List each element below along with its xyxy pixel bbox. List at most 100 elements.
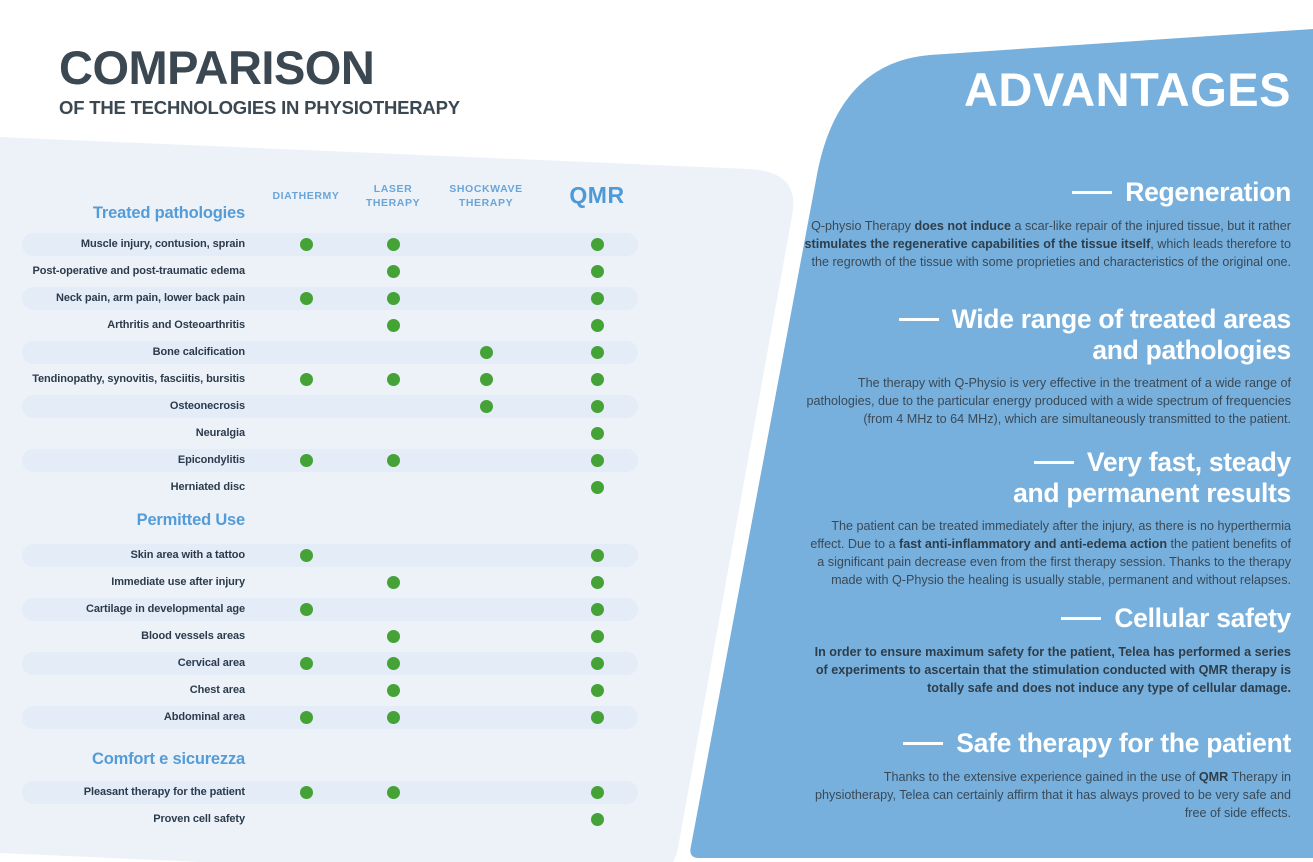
row-label: Post-operative and post-traumatic edema: [32, 265, 246, 277]
advantage-heading-text: Very fast, steady: [1086, 447, 1291, 477]
advantage-heading: Safe therapy for the patient: [803, 728, 1291, 759]
check-dot: [299, 549, 313, 562]
advantage-paragraph: In order to ensure maximum safety for th…: [803, 643, 1291, 697]
row-label: Bone calcification: [152, 346, 245, 358]
advantage-section: Safe therapy for the patient Thanks to th…: [803, 728, 1291, 822]
check-dot: [386, 373, 400, 386]
check-dot: [590, 427, 604, 440]
heading-dash: [1033, 461, 1074, 464]
check-dot: [590, 684, 604, 697]
advantage-heading-text: Cellular safety: [1114, 603, 1291, 633]
table-row: Arthritis and Osteoarthritis: [0, 314, 660, 337]
advantage-paragraph: The patient can be treated immediately a…: [803, 517, 1291, 589]
column-header-label: LASER: [373, 182, 413, 195]
table-row: Immediate use after injury: [0, 571, 660, 594]
advantage-heading-text: Wide range of treated areas: [951, 304, 1292, 334]
check-dot: [590, 346, 604, 359]
table-row: Epicondylitis: [0, 449, 660, 472]
advantage-section: Wide range of treated areas and pathologi…: [803, 304, 1292, 428]
row-label: Herniated disc: [170, 481, 246, 493]
check-dot: [590, 481, 604, 494]
check-dot: [590, 576, 604, 589]
table-row: Proven cell safety: [0, 808, 660, 831]
row-band: [22, 598, 638, 621]
table-row: Neck pain, arm pain, lower back pain: [0, 287, 660, 310]
row-label: Pleasant therapy for the patient: [83, 786, 245, 798]
advantage-heading-text: Regeneration: [1125, 177, 1291, 207]
check-dot: [479, 346, 493, 359]
column-header-label: DIATHERMY: [272, 189, 340, 202]
row-label: Immediate use after injury: [111, 576, 245, 588]
column-header: QMR: [535, 178, 659, 214]
advantage-section: Cellular safety In order to ensure maximu…: [803, 603, 1292, 697]
table-row: Tendinopathy, synovitis, fasciitis, burs…: [0, 368, 660, 391]
table-row: Neuralgia: [0, 422, 660, 445]
row-band: [22, 706, 638, 729]
page-subtitle: OF THE TECHNOLOGIES IN PHYSIOTHERAPY: [59, 96, 460, 118]
check-dot: [299, 238, 313, 251]
advantage-heading-line: Wide range of treated areas: [803, 304, 1291, 335]
table-row: Chest area: [0, 679, 660, 702]
check-dot: [590, 319, 604, 332]
check-dot: [590, 549, 604, 562]
table-row: Post-operative and post-traumatic edema: [0, 260, 660, 283]
check-dot: [386, 657, 400, 670]
row-label: Tendinopathy, synovitis, fasciitis, burs…: [32, 373, 245, 385]
table-section-heading: Comfort e sicurezza: [92, 750, 245, 768]
check-dot: [386, 684, 400, 697]
check-dot: [299, 454, 313, 467]
row-band: [22, 544, 638, 567]
advantage-heading-line: Safe therapy for the patient: [803, 728, 1291, 759]
advantage-paragraph: The therapy with Q-Physio is very effect…: [803, 374, 1291, 428]
paragraph-segment: The therapy with Q-Physio is very effect…: [806, 376, 1291, 427]
table-section-heading: Permitted Use: [136, 511, 246, 529]
column-header: SHOCKWAVE THERAPY: [424, 178, 548, 214]
row-label: Cervical area: [177, 657, 245, 669]
check-dot: [479, 400, 493, 413]
paragraph-segment: Therapy in physiotherapy, Telea can cert…: [814, 769, 1291, 820]
check-dot: [299, 292, 313, 305]
check-dot: [299, 711, 313, 724]
table-row: Cartilage in developmental age: [0, 598, 660, 621]
check-dot: [386, 319, 400, 332]
heading-dash: [903, 742, 944, 745]
heading-dash: [898, 318, 939, 321]
advantages-panel-shape: [690, 29, 1313, 858]
paragraph-segment: , which leads therefore to the regrowth …: [811, 236, 1291, 269]
table-row: Herniated disc: [0, 476, 660, 499]
advantage-heading: Regeneration: [803, 177, 1291, 208]
row-label: Chest area: [189, 684, 245, 696]
row-label: Muscle injury, contusion, sprain: [80, 238, 245, 250]
column-header-label: QMR: [569, 182, 625, 209]
row-band: [22, 449, 638, 472]
column-header-label: THERAPY: [458, 197, 514, 209]
advantages-title: ADVANTAGES: [963, 63, 1291, 116]
paragraph-segment: Thanks to the extensive experience gaine…: [883, 769, 1199, 784]
paragraph-segment: fast anti-inflammatory and anti-edema ac…: [899, 537, 1168, 552]
advantage-heading-line: Cellular safety: [803, 603, 1291, 634]
check-dot: [590, 454, 604, 467]
advantage-heading-line: and pathologies: [803, 335, 1291, 366]
advantage-heading-line: Regeneration: [803, 177, 1291, 208]
row-band: [22, 652, 638, 675]
row-band: [22, 781, 638, 804]
row-label: Cartilage in developmental age: [86, 603, 245, 615]
advantage-section: Very fast, steady and permanent results Th…: [803, 447, 1291, 589]
column-header-label: THERAPY: [365, 197, 421, 209]
table-row: Skin area with a tattoo: [0, 544, 660, 567]
title-block: COMPARISON OF THE TECHNOLOGIES IN PHYSIO…: [59, 44, 460, 119]
row-label: Blood vessels areas: [141, 630, 245, 642]
check-dot: [386, 576, 400, 589]
check-dot: [299, 603, 313, 616]
check-dot: [590, 711, 604, 724]
advantage-heading-line: Very fast, steady: [803, 447, 1291, 478]
check-dot: [386, 265, 400, 278]
heading-dash: [1072, 191, 1113, 194]
table-row: Blood vessels areas: [0, 625, 660, 648]
advantage-heading: Wide range of treated areas and pathologi…: [803, 304, 1291, 365]
paragraph-segment: a scar-like repair of the injured tissue…: [1011, 218, 1291, 233]
